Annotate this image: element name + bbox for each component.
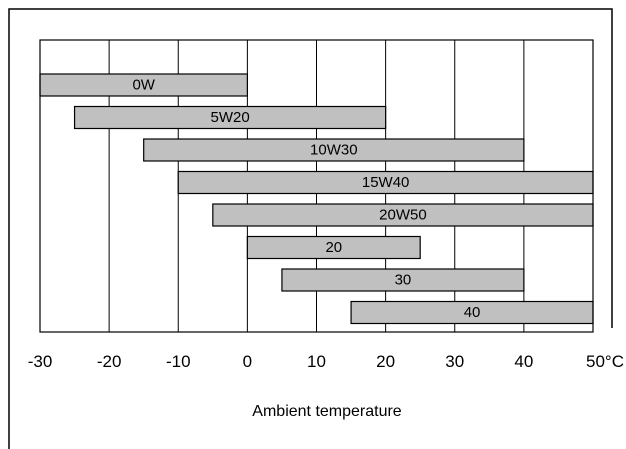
- x-tick-label: -10: [166, 352, 191, 371]
- x-tick-label: -30: [28, 352, 53, 371]
- bar-label: 20W50: [379, 207, 427, 224]
- bar-label: 0W: [132, 77, 155, 94]
- bar-label: 20: [325, 239, 342, 256]
- bar-label: 10W30: [310, 142, 358, 159]
- x-tick-label: -20: [97, 352, 122, 371]
- bar-label: 15W40: [362, 174, 410, 191]
- range-bar: [73, 105, 387, 130]
- x-tick-label: 50°C: [586, 352, 624, 371]
- x-tick-label: 10: [307, 352, 326, 371]
- x-tick-label: 0: [243, 352, 252, 371]
- plot-area-border: [39, 39, 594, 333]
- bar-label: 5W20: [211, 109, 250, 126]
- x-tick-label: 20: [376, 352, 395, 371]
- range-bar: [246, 235, 421, 260]
- x-axis-title: Ambient temperature: [252, 403, 402, 420]
- x-tick-label: 40: [514, 352, 533, 371]
- bar-label: 40: [464, 304, 481, 321]
- range-bar: [281, 268, 525, 292]
- x-tick-label: 30: [445, 352, 464, 371]
- bar-label: 30: [395, 272, 412, 289]
- outer-frame: [8, 8, 613, 449]
- x-tick-labels: -30 -20 -10 0 10 20 30 40 50°C: [28, 352, 624, 371]
- range-bar: [143, 138, 525, 162]
